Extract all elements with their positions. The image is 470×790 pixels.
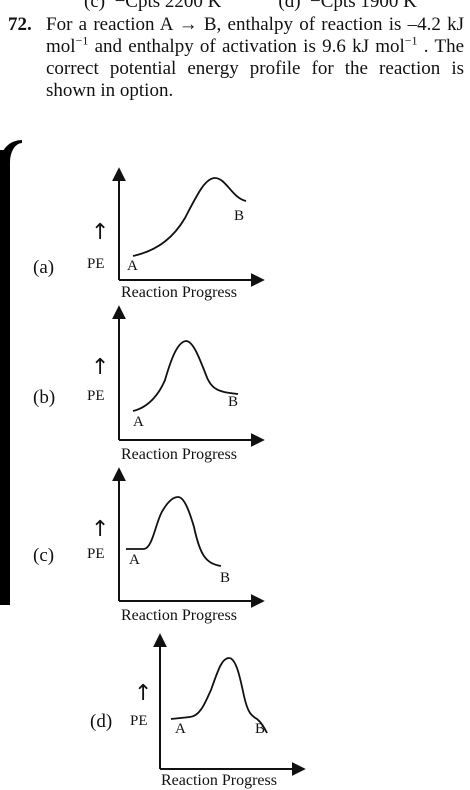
option-b-label: (b) [33, 387, 56, 408]
graph-d-curve [170, 657, 268, 734]
graph-b-curve [132, 340, 239, 412]
question-number: 72. [8, 14, 32, 35]
option-c-x-axis-label: Reaction Progress [121, 607, 237, 624]
graph-d [153, 633, 306, 776]
option-d-start-label: A [175, 721, 186, 737]
graph-a-curve [132, 177, 247, 257]
pe-up-arrow-icon: ↑ [134, 681, 153, 706]
graph-b [112, 305, 265, 447]
pe-up-arrow-icon: ↑ [91, 355, 110, 380]
option-b-pe-label: PE [87, 388, 105, 404]
graph-a [112, 167, 265, 287]
question-text-part: and enthalpy of activation is 9.6 kJ mol [88, 36, 405, 57]
previous-options-line: (c) −Cpts 2200 K (d) −Cpts 1900 K [84, 0, 417, 12]
graph-c [112, 467, 265, 608]
option-c-label: (c) [33, 545, 55, 566]
option-b-end-label: B [228, 394, 239, 410]
option-a-start-label: A [127, 258, 138, 274]
graph-c-curve [126, 496, 222, 567]
option-b-start-label: A [133, 414, 144, 430]
option-c-pe-label: PE [87, 546, 105, 562]
option-d-pe-label: PE [130, 713, 148, 729]
option-b-x-axis-label: Reaction Progress [121, 446, 237, 463]
option-d-label: (d) [90, 711, 113, 732]
pe-up-arrow-icon: ↑ [91, 517, 110, 542]
page-border-bar [0, 150, 10, 605]
question-text-part: For a reaction A → B, enthalpy of reacti… [46, 14, 464, 57]
unit-exponent: −1 [404, 33, 418, 48]
option-a-label: (a) [33, 257, 55, 278]
option-a-end-label: B [234, 208, 245, 224]
pe-up-arrow-icon: ↑ [91, 220, 110, 245]
option-a-pe-label: PE [87, 256, 105, 272]
option-c-start-label: A [129, 552, 140, 568]
unit-exponent: −1 [75, 33, 89, 48]
option-a-x-axis-label: Reaction Progress [121, 284, 237, 301]
option-c-end-label: B [220, 570, 231, 586]
question-text-part: . The correct potential energy profile f… [46, 36, 464, 101]
question-text: For a reaction A → B, enthalpy of reacti… [46, 14, 464, 102]
option-d-end-label: B [255, 721, 266, 737]
option-d-x-axis-label: Reaction Progress [161, 772, 277, 789]
